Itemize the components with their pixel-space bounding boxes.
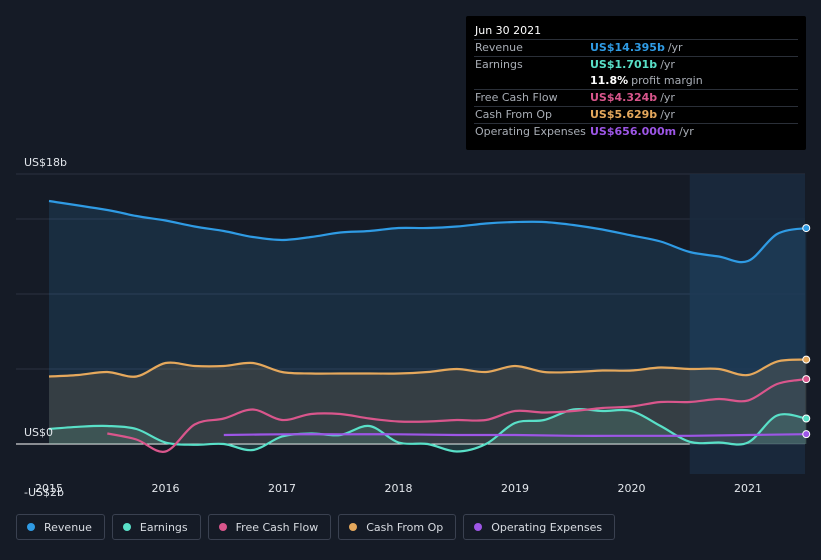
series-areas xyxy=(49,201,807,452)
legend-label: Free Cash Flow xyxy=(235,520,319,534)
series-area-cash-from-op xyxy=(49,359,807,444)
series-line-operating-expenses xyxy=(223,433,807,437)
tooltip-row: Operating Expenses US$656.000m/yr xyxy=(474,123,798,140)
y-axis-labels: US$18b US$0 -US$2b xyxy=(24,156,67,499)
tooltip-label: Operating Expenses xyxy=(475,125,586,138)
series-area-earnings xyxy=(49,409,807,452)
x-tick-label: 2015 xyxy=(35,482,63,495)
legend-item-revenue[interactable]: Revenue xyxy=(16,514,105,540)
legend-item-operating-expenses[interactable]: Operating Expenses xyxy=(463,514,616,540)
tooltip-value: US$4.324b xyxy=(590,91,658,104)
series-endpoints xyxy=(802,224,811,439)
tooltip-date: Jun 30 2021 xyxy=(475,24,542,37)
series-endpoint-free-cash-flow xyxy=(802,375,811,384)
legend-dot-icon xyxy=(122,523,131,531)
tooltip-value: US$14.395b xyxy=(590,41,665,54)
x-tick-label: 2018 xyxy=(385,482,413,495)
legend-dot-icon xyxy=(218,523,227,531)
legend-item-earnings[interactable]: Earnings xyxy=(111,514,201,540)
tooltip-label: Free Cash Flow xyxy=(475,91,558,104)
tooltip-unit: /yr xyxy=(660,58,675,71)
series-line-free-cash-flow xyxy=(107,378,807,453)
x-tick-label: 2019 xyxy=(501,482,529,495)
series-line-cash-from-op xyxy=(48,358,807,378)
tooltip-unit: profit margin xyxy=(631,74,703,87)
tooltip-row: Cash From Op US$5.629b/yr xyxy=(474,106,798,123)
tooltip-value: US$656.000m xyxy=(590,125,677,138)
x-tick-label: 2016 xyxy=(152,482,180,495)
tooltip-label xyxy=(475,73,590,89)
y-tick-label: US$18b xyxy=(24,156,67,169)
series-line-earnings xyxy=(48,407,807,453)
legend-label: Cash From Op xyxy=(366,520,444,534)
tooltip-row: Revenue US$14.395b/yr xyxy=(474,39,798,56)
series-endpoint-earnings xyxy=(802,414,811,423)
legend-dot-icon xyxy=(349,523,358,531)
forecast-shade xyxy=(689,174,805,474)
tooltip-label: Cash From Op xyxy=(475,108,553,121)
legend-item-free-cash-flow[interactable]: Free Cash Flow xyxy=(207,514,332,540)
y-tick-label: US$0 xyxy=(24,426,53,439)
legend-item-cash-from-op[interactable]: Cash From Op xyxy=(338,514,457,540)
tooltip-unit: /yr xyxy=(679,125,694,138)
y-tick-label: -US$2b xyxy=(24,486,64,499)
series-line-revenue xyxy=(48,199,807,264)
series-endpoint-revenue xyxy=(802,224,811,233)
legend-dot-icon xyxy=(474,523,483,531)
legend-dot-icon xyxy=(27,523,35,531)
tooltip-unit: /yr xyxy=(660,108,675,121)
x-axis-labels: 2015 2016 2017 2018 2019 2020 2021 xyxy=(35,482,762,495)
tooltip-row: Free Cash Flow US$4.324b/yr xyxy=(474,89,798,106)
series-endpoint-cash-from-op xyxy=(802,355,811,364)
tooltip-value: US$5.629b xyxy=(590,108,658,121)
x-tick-label: 2021 xyxy=(734,482,762,495)
tooltip-unit: /yr xyxy=(667,41,683,54)
legend-label: Revenue xyxy=(44,520,92,534)
x-tick-label: 2020 xyxy=(618,482,646,495)
x-tick-label: 2017 xyxy=(268,482,296,495)
tooltip: Jun 30 2021 Revenue US$14.395b/yr Earnings… xyxy=(466,16,806,150)
series-lines xyxy=(48,199,807,453)
legend: Revenue Earnings Free Cash Flow Cash From O… xyxy=(16,514,616,542)
tooltip-row: Earnings US$1.701b/yr xyxy=(474,56,798,73)
series-endpoint-operating-expenses xyxy=(802,430,811,439)
tooltip-value: 11.8% xyxy=(590,74,629,87)
tooltip-row: 11.8% profit margin xyxy=(474,73,798,89)
tooltip-value: US$1.701b xyxy=(590,58,658,71)
series-area-revenue xyxy=(49,201,807,444)
tooltip-unit: /yr xyxy=(660,91,675,104)
tooltip-label: Earnings xyxy=(475,58,523,71)
legend-label: Earnings xyxy=(139,520,188,534)
tooltip-label: Revenue xyxy=(475,41,523,54)
legend-label: Operating Expenses xyxy=(491,520,603,534)
